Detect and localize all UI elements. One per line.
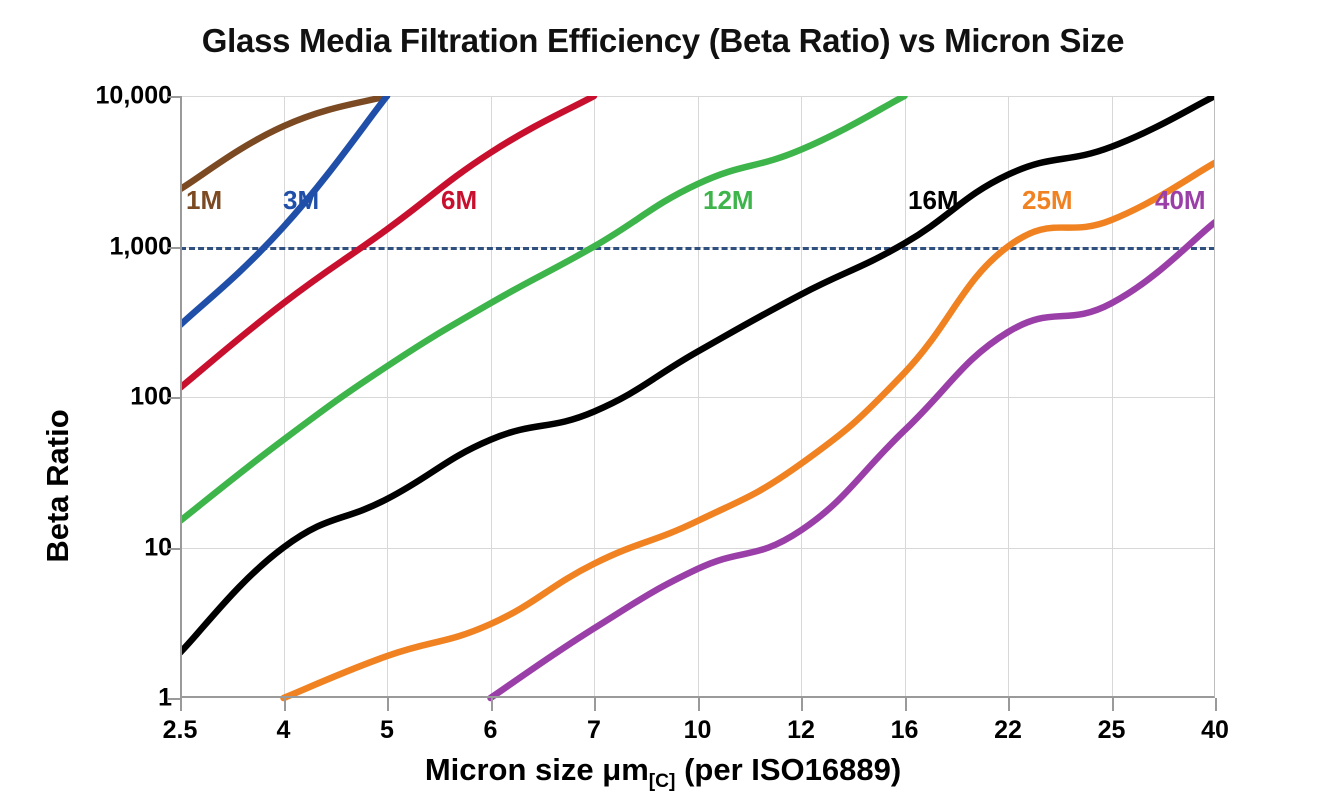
gridline-vertical	[283, 96, 285, 698]
gridline-vertical	[801, 96, 802, 698]
y-axis-tick-mark	[168, 698, 180, 700]
x-axis-tick-label: 6	[483, 716, 498, 744]
series-label-3m: 3M	[283, 185, 320, 215]
series-line-40m	[487, 218, 1215, 702]
x-axis-tick-mark	[904, 698, 907, 711]
x-axis-tick-labels: 2.5 4 5 6 7 10 12 16 22 25 40	[163, 716, 1229, 750]
series-line-1m	[180, 96, 391, 193]
series-label-16m: 16M	[908, 185, 959, 215]
x-axis-tick-label: 4	[276, 716, 291, 744]
y-axis-tick-label: 1	[158, 683, 172, 712]
series-line-3m	[180, 96, 391, 329]
series-label-40m: 40M	[1155, 185, 1206, 215]
x-axis-title: Micron size μm[C] (per ISO16889)	[0, 752, 1326, 793]
x-axis-tick-label: 25	[1097, 716, 1126, 744]
series-label-12m: 12M	[703, 185, 754, 215]
y-axis-tick-mark	[168, 96, 180, 98]
gridline-vertical	[904, 96, 906, 698]
gridline-vertical	[387, 96, 388, 698]
y-axis-tick-mark	[168, 246, 180, 249]
gridline-vertical	[697, 96, 699, 698]
series-line-25m	[280, 159, 1215, 702]
x-axis-tick-mark	[1008, 698, 1010, 711]
y-axis-tick-label: 1,000	[109, 232, 172, 260]
series-line-12m	[180, 96, 908, 525]
x-axis-tick-label: 2.5	[162, 716, 198, 744]
x-axis-tick-mark	[283, 698, 286, 711]
plot-frame	[180, 96, 1215, 698]
series-label-1m: 1M	[186, 185, 223, 215]
series-line-6m	[180, 96, 598, 392]
plot-area	[180, 96, 1215, 702]
y-axis-tick-labels: 1 10 100 1,000 10,000	[44, 82, 172, 712]
x-axis-tick-label: 7	[587, 716, 601, 744]
x-axis-tick-mark	[801, 698, 803, 711]
x-axis-title-subscript: [C]	[648, 770, 676, 792]
beta-1000-threshold-line	[180, 246, 1215, 250]
gridline-vertical	[1008, 96, 1009, 698]
x-axis-tick-mark	[490, 698, 493, 711]
gridline-vertical	[490, 96, 492, 698]
y-axis-tick-mark	[168, 547, 180, 550]
gridline-vertical	[1111, 96, 1113, 698]
x-axis-tick-mark	[1111, 698, 1114, 711]
x-axis-tick-mark	[697, 698, 700, 711]
x-axis-tick-mark	[180, 698, 182, 711]
y-axis-tick-label: 10	[144, 533, 172, 561]
x-axis-tick-label: 22	[994, 716, 1022, 744]
series-label-6m: 6M	[441, 185, 478, 215]
y-axis-tick-label: 100	[130, 382, 172, 411]
x-axis-title-main: Micron size μm	[424, 752, 649, 787]
x-axis-tick-label: 16	[890, 716, 919, 744]
x-axis-tick-mark	[387, 698, 389, 711]
x-axis-title-suffix: (per ISO16889)	[675, 752, 902, 787]
gridline-vertical	[594, 96, 595, 698]
series-curves	[180, 96, 1215, 702]
x-axis-tick-label: 10	[683, 716, 712, 744]
x-axis-tick-label: 12	[787, 716, 815, 744]
x-axis-tick-mark	[594, 698, 596, 711]
x-axis-tick-mark	[1215, 698, 1217, 711]
series-line-16m	[180, 96, 1215, 656]
x-axis-tick-label: 40	[1201, 716, 1229, 744]
x-axis-tick-label: 5	[380, 716, 394, 744]
y-axis-tick-label: 10,000	[95, 81, 172, 110]
y-axis-tick-mark	[168, 397, 180, 399]
chart-title: Glass Media Filtration Efficiency (Beta …	[201, 22, 1125, 59]
series-label-25m: 25M	[1022, 185, 1073, 215]
